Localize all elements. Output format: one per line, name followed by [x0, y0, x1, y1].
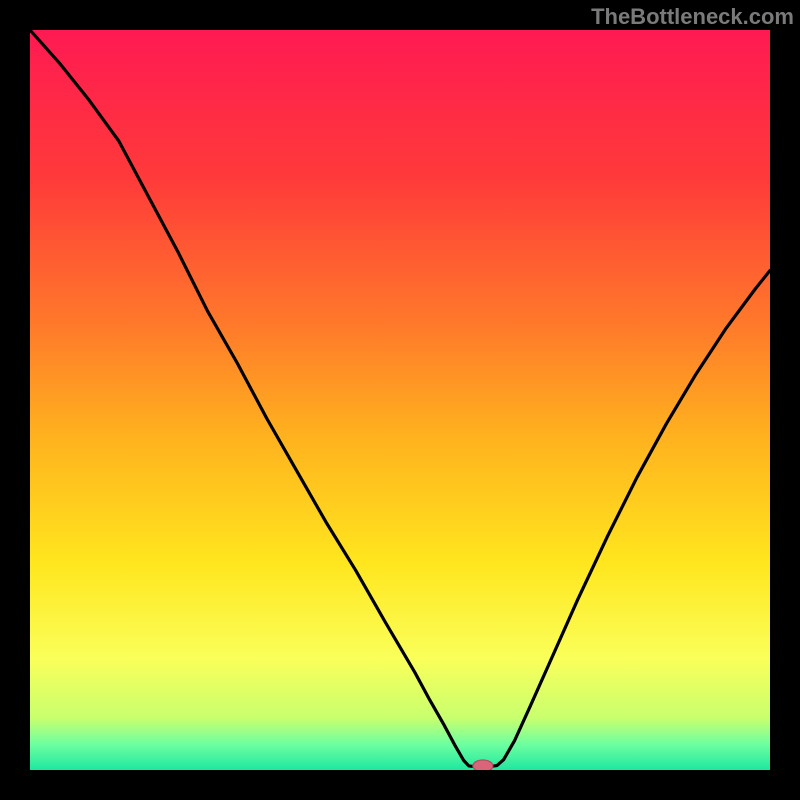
gradient-background — [30, 30, 770, 770]
chart-frame: TheBottleneck.com — [0, 0, 800, 800]
watermark-text: TheBottleneck.com — [591, 4, 794, 30]
optimal-marker — [473, 760, 493, 770]
plot-area — [30, 30, 770, 770]
plot-svg — [30, 30, 770, 770]
